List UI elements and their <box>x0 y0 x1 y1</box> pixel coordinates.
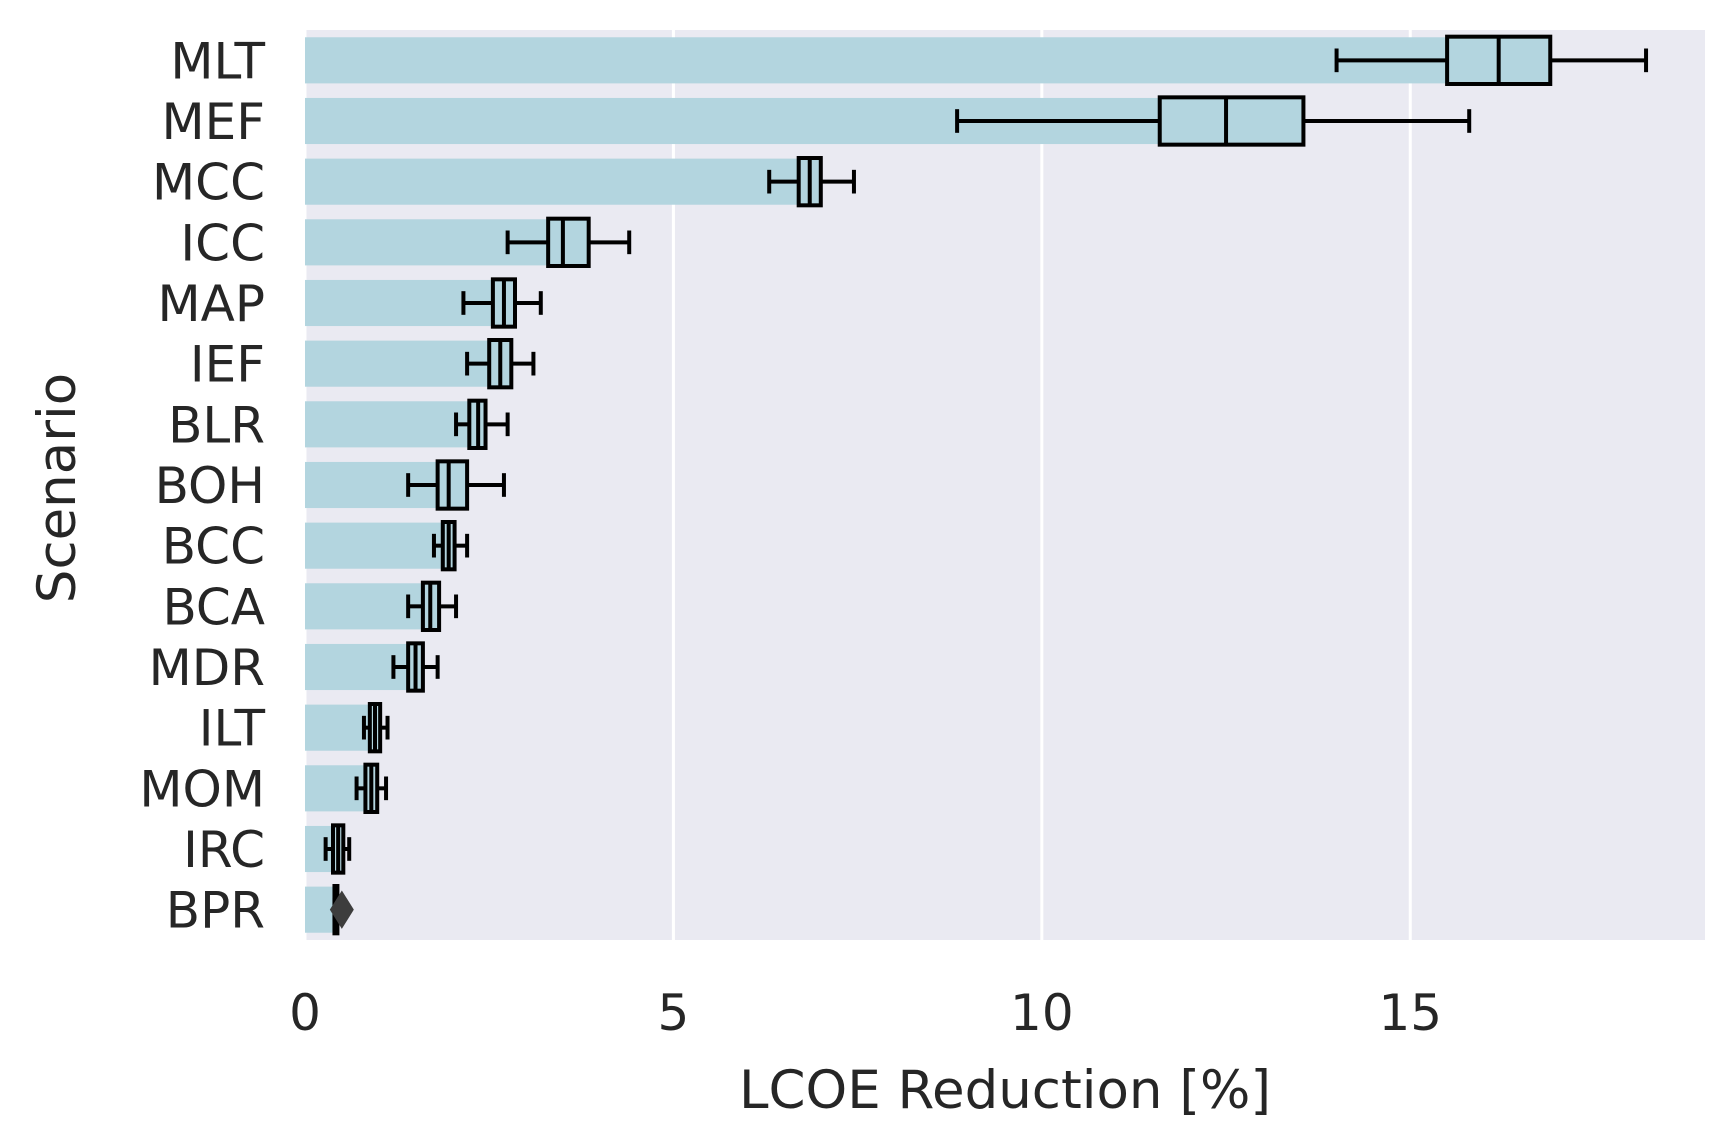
y-tick-label-bpr: BPR <box>166 882 265 940</box>
y-tick-label-blr: BLR <box>168 396 265 454</box>
y-tick-label-mom: MOM <box>139 760 265 818</box>
y-tick-label-mcc: MCC <box>152 154 265 212</box>
bar-mlt <box>305 37 1499 84</box>
box-boh <box>435 459 470 511</box>
x-tick-label-10: 10 <box>1010 984 1074 1042</box>
y-tick-label-map: MAP <box>158 275 266 333</box>
x-tick-labels: 0 5 10 15 <box>289 984 1442 1042</box>
y-tick-labels: MLTMEFMCCICCMAPIEFBLRBOHBCCBCAMDRILTMOMI… <box>139 32 265 939</box>
y-tick-label-bca: BCA <box>162 578 265 636</box>
y-tick-label-mlt: MLT <box>170 32 265 90</box>
box-icc <box>546 216 591 268</box>
bar-bcc <box>305 522 449 569</box>
y-tick-label-icc: ICC <box>180 214 265 272</box>
boxplots <box>323 34 1649 936</box>
outlier-bpr <box>329 890 354 929</box>
y-tick-label-mef: MEF <box>162 93 266 151</box>
x-axis-label: LCOE Reduction [%] <box>739 1060 1271 1121</box>
x-tick-label-5: 5 <box>658 984 690 1042</box>
y-tick-label-ief: IEF <box>190 336 265 394</box>
bar-blr <box>305 401 479 448</box>
y-tick-label-boh: BOH <box>155 457 265 515</box>
y-tick-label-mdr: MDR <box>149 639 265 697</box>
y-tick-label-bcc: BCC <box>162 518 265 576</box>
box-mef <box>1157 95 1306 147</box>
x-tick-label-0: 0 <box>289 984 321 1042</box>
y-axis-label: Scenario <box>27 373 88 603</box>
y-tick-label-ilt: ILT <box>199 700 266 758</box>
x-tick-label-15: 15 <box>1378 984 1442 1042</box>
bar-mcc <box>305 158 810 205</box>
y-tick-label-irc: IRC <box>183 821 265 879</box>
